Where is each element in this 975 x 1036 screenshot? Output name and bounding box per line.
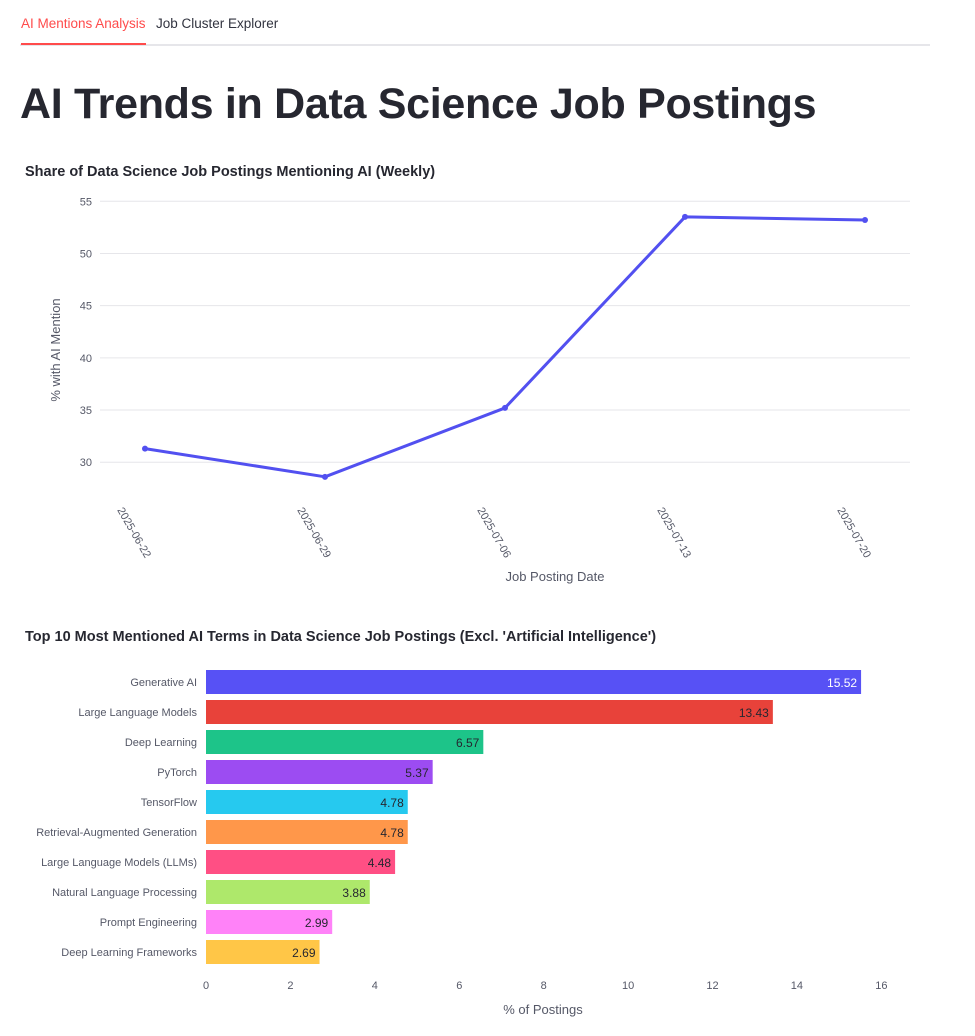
y-tick-label: Deep Learning Frameworks	[61, 947, 197, 959]
bar	[206, 670, 862, 694]
y-tick-label: 55	[80, 196, 92, 208]
y-tick-label: Large Language Models (LLMs)	[41, 857, 197, 869]
data-label: 5.37	[405, 766, 429, 780]
data-label: 13.43	[739, 706, 769, 720]
data-point	[502, 404, 508, 411]
bar	[206, 880, 370, 904]
data-point	[682, 213, 688, 220]
data-point	[322, 473, 328, 480]
y-tick-label: TensorFlow	[141, 797, 197, 809]
y-tick-label: 45	[80, 301, 92, 313]
x-axis-title: % of Postings	[503, 1002, 583, 1017]
y-tick-label: Deep Learning	[125, 737, 197, 749]
bar	[206, 820, 408, 844]
y-tick-label: 40	[80, 353, 92, 365]
data-label: 4.48	[368, 856, 392, 870]
data-label: 2.99	[305, 916, 329, 930]
bar-chart-title: Top 10 Most Mentioned AI Terms in Data S…	[25, 629, 657, 645]
bar	[206, 940, 320, 964]
data-label: 4.78	[380, 796, 404, 810]
x-tick-label: 0	[203, 980, 209, 992]
x-tick-label: 16	[875, 980, 887, 992]
tab-bar: AI Mentions Analysis Job Cluster Explore…	[20, 0, 930, 46]
data-label: 4.78	[380, 826, 404, 840]
y-tick-label: Natural Language Processing	[52, 887, 197, 899]
bar	[206, 790, 408, 814]
y-tick-label: Large Language Models	[78, 707, 197, 719]
bar	[206, 910, 333, 934]
data-label: 2.69	[292, 946, 316, 960]
data-point	[142, 445, 148, 452]
bar	[206, 730, 484, 754]
bar	[206, 700, 773, 724]
x-tick-label: 4	[372, 980, 378, 992]
tab-ai-mentions-analysis[interactable]: AI Mentions Analysis	[21, 16, 146, 45]
y-tick-label: PyTorch	[157, 767, 197, 779]
y-tick-label: 35	[80, 405, 92, 417]
x-tick-label: 6	[456, 980, 462, 992]
x-tick-label: 8	[541, 980, 547, 992]
x-tick-label: 10	[622, 980, 634, 992]
bar	[206, 850, 396, 874]
y-tick-label: Retrieval-Augmented Generation	[36, 827, 197, 839]
x-tick-label: 12	[706, 980, 718, 992]
y-tick-label: Prompt Engineering	[100, 917, 197, 929]
y-axis-title: % with AI Mention	[48, 298, 63, 401]
y-tick-label: 30	[80, 457, 92, 469]
tab-job-cluster-explorer[interactable]: Job Cluster Explorer	[156, 16, 279, 31]
x-axis-title: Job Posting Date	[505, 569, 604, 584]
y-tick-label: 50	[80, 248, 92, 260]
line-chart-title: Share of Data Science Job Postings Menti…	[25, 164, 436, 180]
data-label: 3.88	[342, 886, 366, 900]
page-title: AI Trends in Data Science Job Postings	[20, 80, 817, 128]
bar	[206, 760, 433, 784]
x-tick-label: 14	[791, 980, 803, 992]
x-tick-label: 2	[287, 980, 293, 992]
data-label: 15.52	[827, 676, 857, 690]
data-point	[862, 217, 868, 224]
data-label: 6.57	[456, 736, 480, 750]
y-tick-label: Generative AI	[130, 677, 197, 689]
